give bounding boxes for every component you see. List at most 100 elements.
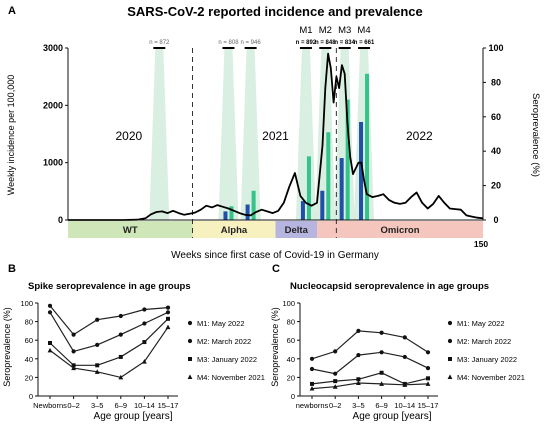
x-tick-label: 15–17 — [418, 401, 439, 410]
data-point — [48, 340, 52, 345]
x-tick-label: 10–14 — [134, 401, 155, 410]
serosurvey-name-m2: M2 — [319, 25, 332, 36]
serosurvey-n-label: n = 848 — [315, 40, 336, 46]
y-tick-label-right: 80 — [491, 77, 501, 87]
y-tick-label: 100 — [20, 299, 33, 308]
panel-c-title: Nucleocapsid seroprevalence in age group… — [290, 281, 489, 292]
data-point — [118, 354, 123, 359]
y-tick-label: 40 — [25, 355, 33, 364]
spike-bar — [326, 132, 331, 220]
year-label-2020: 2020 — [116, 129, 143, 143]
data-point — [142, 340, 147, 345]
data-point — [94, 369, 100, 374]
y-tick-label: 80 — [25, 318, 33, 327]
year-labels: 2020 2021 2022 — [116, 129, 434, 143]
variant-label-wt: WT — [123, 225, 138, 236]
y-tick-label: 40 — [287, 355, 295, 364]
series-line — [311, 382, 429, 390]
variant-bands: WT Alpha Delta Omicron 150 — [68, 221, 488, 249]
data-point — [118, 332, 123, 337]
serosurvey-cone — [149, 48, 170, 220]
data-point — [95, 342, 100, 347]
panel-c-xlabel: Age group [years] — [353, 411, 432, 422]
x-tick-label: 0–2 — [329, 401, 342, 410]
legend-marker — [187, 320, 193, 326]
data-point — [95, 317, 100, 322]
nucleocapsid-bar — [223, 211, 228, 220]
series-line — [311, 372, 429, 385]
y-tick-label-left: 0 — [58, 215, 63, 225]
data-point — [356, 377, 361, 382]
year-label-2021: 2021 — [262, 129, 289, 143]
data-point — [402, 382, 408, 387]
serosurvey-n-label: n = 808 — [218, 40, 239, 46]
serosurvey-name-m4: M4 — [357, 25, 370, 36]
spike-bar — [365, 73, 370, 220]
variant-band-delta — [275, 221, 317, 238]
panel-a-xlabel: Weeks since first case of Covid-19 in Ge… — [171, 250, 379, 261]
variant-label-omicron: Omicron — [380, 225, 419, 236]
nucleocapsid-bar — [359, 121, 364, 220]
data-point — [425, 350, 431, 355]
serosurvey-n-label: n = 946 — [241, 40, 262, 46]
variant-band-wt — [68, 221, 193, 238]
y-tick-label: 0 — [291, 392, 295, 401]
panel-c: C Nucleocapsid seroprevalence in age gro… — [270, 263, 525, 422]
panel-a-ylabel-right: Seroprevalence (%) — [530, 93, 541, 177]
y-tick-label-right: 100 — [488, 43, 503, 53]
y-tick-label-right: 40 — [491, 146, 501, 156]
y-tick-label: 0 — [29, 392, 33, 401]
variant-band-alpha — [192, 221, 276, 238]
data-point — [310, 381, 314, 386]
data-point — [356, 380, 361, 385]
panel-c-ylabel: Seroprevalence (%) — [270, 307, 280, 387]
data-point — [379, 381, 384, 386]
data-point — [379, 330, 384, 335]
legend-marker — [188, 357, 192, 361]
x-tick-label: 10–14 — [394, 401, 415, 410]
year-label-2022: 2022 — [406, 129, 433, 143]
panel-a: A SARS-CoV-2 reported incidence and prev… — [6, 4, 541, 261]
nucleocapsid-bar — [320, 190, 325, 220]
data-point — [356, 352, 361, 358]
y-tick-label-right: 0 — [493, 215, 498, 225]
data-point — [47, 310, 53, 315]
nucleocapsid-bar — [300, 201, 305, 220]
legend-label: M2: March 2022 — [197, 337, 251, 346]
spike-bar — [345, 99, 350, 220]
data-point — [333, 349, 338, 354]
data-point — [309, 356, 315, 361]
data-point — [356, 328, 361, 333]
data-point — [379, 350, 384, 355]
x-tick-label: 6–9 — [115, 401, 128, 410]
data-point — [47, 347, 53, 353]
data-point — [142, 358, 147, 364]
series-line — [49, 318, 169, 366]
x-tick-label: Newborns — [33, 401, 67, 410]
data-point — [402, 335, 407, 340]
data-point — [402, 354, 407, 360]
y-tick-label: 60 — [25, 336, 33, 345]
incidence-line — [68, 52, 484, 221]
data-point — [71, 349, 76, 354]
data-point — [71, 332, 76, 337]
panel-b-title: Spike seroprevalence in age groups — [28, 281, 191, 292]
series-line — [49, 311, 169, 353]
data-point — [333, 379, 338, 384]
data-point — [118, 313, 123, 319]
data-point — [165, 305, 171, 310]
y-tick-label-left: 3000 — [43, 43, 63, 53]
data-point — [426, 376, 430, 381]
spike-bar — [306, 156, 311, 220]
legend-label: M3: January 2022 — [197, 355, 257, 364]
series-line — [311, 330, 429, 360]
legend-marker — [447, 374, 453, 379]
panel-b-letter: B — [8, 263, 16, 275]
data-point — [142, 307, 147, 312]
serosurvey-cone — [218, 48, 239, 220]
data-point — [425, 381, 431, 386]
serosurvey-cone — [240, 48, 261, 220]
legend-label: M1: May 2022 — [197, 319, 245, 328]
